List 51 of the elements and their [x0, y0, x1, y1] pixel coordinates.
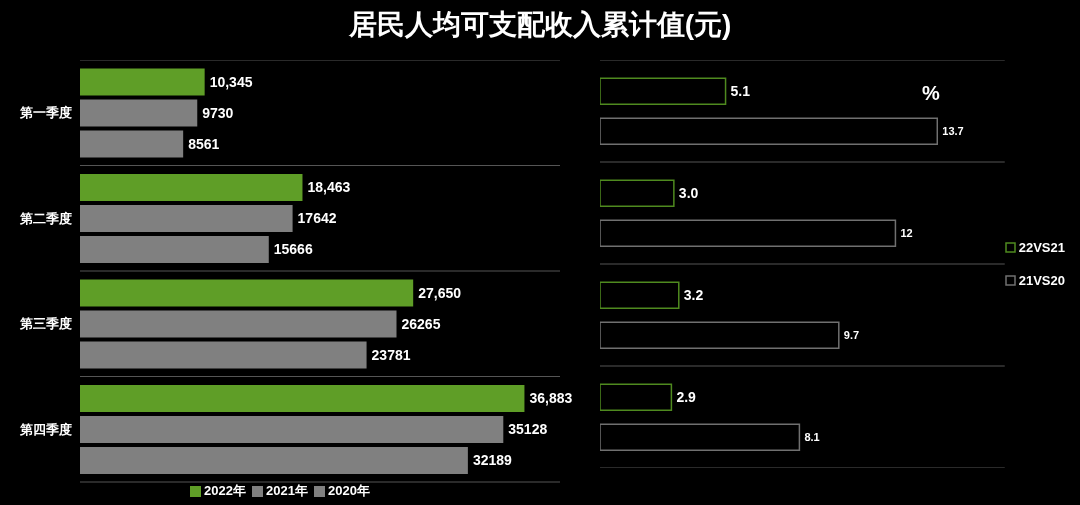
annotation: %: [922, 82, 940, 105]
data-label: 35128: [508, 421, 548, 438]
data-label: 18,463: [307, 179, 351, 196]
bar: [600, 77, 727, 106]
legend-label: 22VS21: [1018, 240, 1065, 255]
data-label: 8.1: [804, 431, 820, 444]
data-label: 26265: [401, 315, 441, 332]
chart-title: 居民人均可支配收入累计值(元): [347, 8, 733, 42]
bar: [80, 204, 293, 232]
data-label: 23781: [371, 346, 411, 363]
legend-label: 2021年: [266, 482, 308, 500]
bar: [80, 130, 184, 158]
bar: [80, 446, 468, 474]
legend-label: 2020年: [327, 482, 370, 500]
bar: [80, 68, 205, 96]
bar: [600, 117, 939, 146]
bar: [600, 321, 840, 350]
bar: [80, 310, 397, 338]
bar: [600, 179, 675, 208]
data-label: 9.7: [843, 329, 860, 342]
bar: [600, 423, 801, 452]
bar: [600, 281, 680, 310]
bar: [80, 235, 269, 263]
bar: [80, 341, 367, 369]
bar: [80, 173, 303, 201]
data-label: 3.0: [678, 185, 699, 202]
data-label: 27,650: [418, 284, 462, 301]
data-label: 8561: [188, 135, 220, 152]
y-tick-label: 第二季度: [19, 210, 72, 226]
bar: [80, 279, 414, 307]
data-label: 13.7: [942, 125, 964, 138]
bar: [80, 415, 504, 443]
data-label: 36,883: [529, 390, 573, 407]
data-label: 32189: [472, 452, 513, 469]
y-tick-label: 第四季度: [19, 421, 72, 437]
data-label: 3.2: [683, 287, 704, 304]
y-tick-label: 第一季度: [19, 105, 72, 121]
bar: [600, 383, 673, 412]
bar: [80, 99, 198, 127]
legend-label: 21VS20: [1018, 273, 1065, 288]
bar: [600, 219, 897, 248]
data-label: 15666: [273, 241, 313, 258]
data-label: 9730: [202, 104, 234, 121]
data-label: 2.9: [676, 389, 697, 406]
data-label: 5.1: [730, 83, 751, 100]
data-label: 10,345: [209, 73, 253, 90]
bar: [80, 384, 525, 412]
y-tick-label: 第三季度: [19, 316, 72, 332]
data-label: 12: [900, 227, 913, 240]
data-label: 17642: [297, 210, 337, 227]
legend-label: 2022年: [204, 482, 247, 500]
